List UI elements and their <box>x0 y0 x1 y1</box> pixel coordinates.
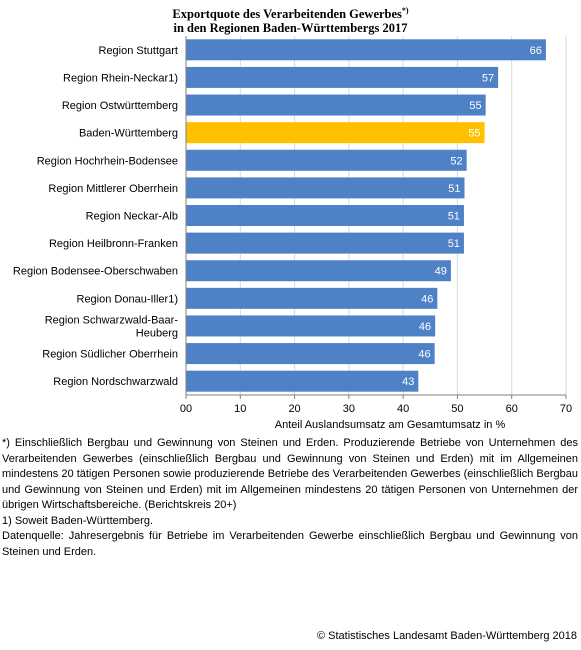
value-label: 51 <box>448 183 460 195</box>
chart-title: Exportquote des Verarbeitenden Gewerbes*… <box>0 4 581 35</box>
x-tick-label: 40 <box>397 403 409 415</box>
value-label: 66 <box>530 45 542 57</box>
bar-chart: 66 57 55 55 52 51 51 51 49 46 46 46 43 Region Stuttg… <box>13 36 572 431</box>
title-footnote-marker: *) <box>401 6 409 15</box>
x-tick-label: 30 <box>343 403 355 415</box>
bar <box>186 177 465 199</box>
value-label: 57 <box>482 72 494 84</box>
bar <box>186 39 546 61</box>
value-label: 51 <box>448 238 460 250</box>
x-tick-label: 00 <box>180 403 192 415</box>
category-label: Region Ostwürttemberg <box>62 100 178 112</box>
x-tick-label: 50 <box>451 403 463 415</box>
x-tick-label: 60 <box>506 403 518 415</box>
x-tick-label: 70 <box>560 403 572 415</box>
category-label: Region Südlicher Oberrhein <box>42 349 178 361</box>
bar <box>186 94 486 116</box>
value-label: 46 <box>418 349 430 361</box>
bar <box>186 66 499 88</box>
bar <box>186 122 485 144</box>
x-tick-label: 20 <box>288 403 300 415</box>
data-source: Datenquelle: Jahresergebnis für Betriebe… <box>2 530 578 558</box>
value-label: 43 <box>402 376 414 388</box>
bar <box>186 287 438 309</box>
chart-title-line1: Exportquote des Verarbeitenden Gewerbes*… <box>172 6 409 22</box>
value-label: 49 <box>435 266 447 278</box>
bar <box>186 315 436 337</box>
bar <box>186 149 467 171</box>
copyright: © Statistisches Landesamt Baden-Württemb… <box>316 630 577 642</box>
footnote-1: 1) Soweit Baden-Württemberg. <box>2 514 154 527</box>
bar <box>186 260 451 282</box>
x-axis-title: Anteil Auslandsumsatz am Gesamtumsatz in… <box>275 419 506 431</box>
value-label: 51 <box>448 211 460 223</box>
category-label: Region Donau-Iller1) <box>77 293 179 305</box>
bar <box>186 343 435 365</box>
category-label: Region Heilbronn-Franken <box>49 238 178 250</box>
category-label: Region Neckar-Alb <box>86 211 178 223</box>
value-label: 46 <box>419 321 431 333</box>
bars: 66 57 55 55 52 51 51 51 49 46 46 46 43 <box>186 39 546 392</box>
chart-title-line2: in den Regionen Baden-Württembergs 2017 <box>173 21 408 36</box>
bar <box>186 232 464 254</box>
bar <box>186 205 464 226</box>
value-label: 46 <box>421 293 433 305</box>
x-axis: 00 10 20 30 40 50 60 70 <box>180 36 572 415</box>
category-label: Region Hochrhein-Bodensee <box>37 155 178 167</box>
x-tick-label: 10 <box>234 403 246 415</box>
category-label: Region Bodensee-Oberschwaben <box>13 266 178 278</box>
category-label: Region Schwarzwald-Baar-Heuberg <box>45 314 179 339</box>
category-labels: Region Stuttgart Region Rhein-Neckar1) Reg… <box>13 45 178 388</box>
value-label: 55 <box>469 100 481 112</box>
category-label: Region Rhein-Neckar1) <box>63 72 178 84</box>
value-label: 55 <box>468 128 480 140</box>
category-label: Baden-Württemberg <box>79 128 178 140</box>
footnote-star: *) Einschließlich Bergbau und Gewinnung … <box>2 437 578 511</box>
footnotes: *) Einschließlich Bergbau und Gewinnung … <box>2 436 578 560</box>
category-label: Region Stuttgart <box>99 45 179 57</box>
value-label: 52 <box>450 155 462 167</box>
bar <box>186 370 419 392</box>
category-label: Region Nordschwarzwald <box>53 376 178 388</box>
category-label: Region Mittlerer Oberrhein <box>48 183 178 195</box>
